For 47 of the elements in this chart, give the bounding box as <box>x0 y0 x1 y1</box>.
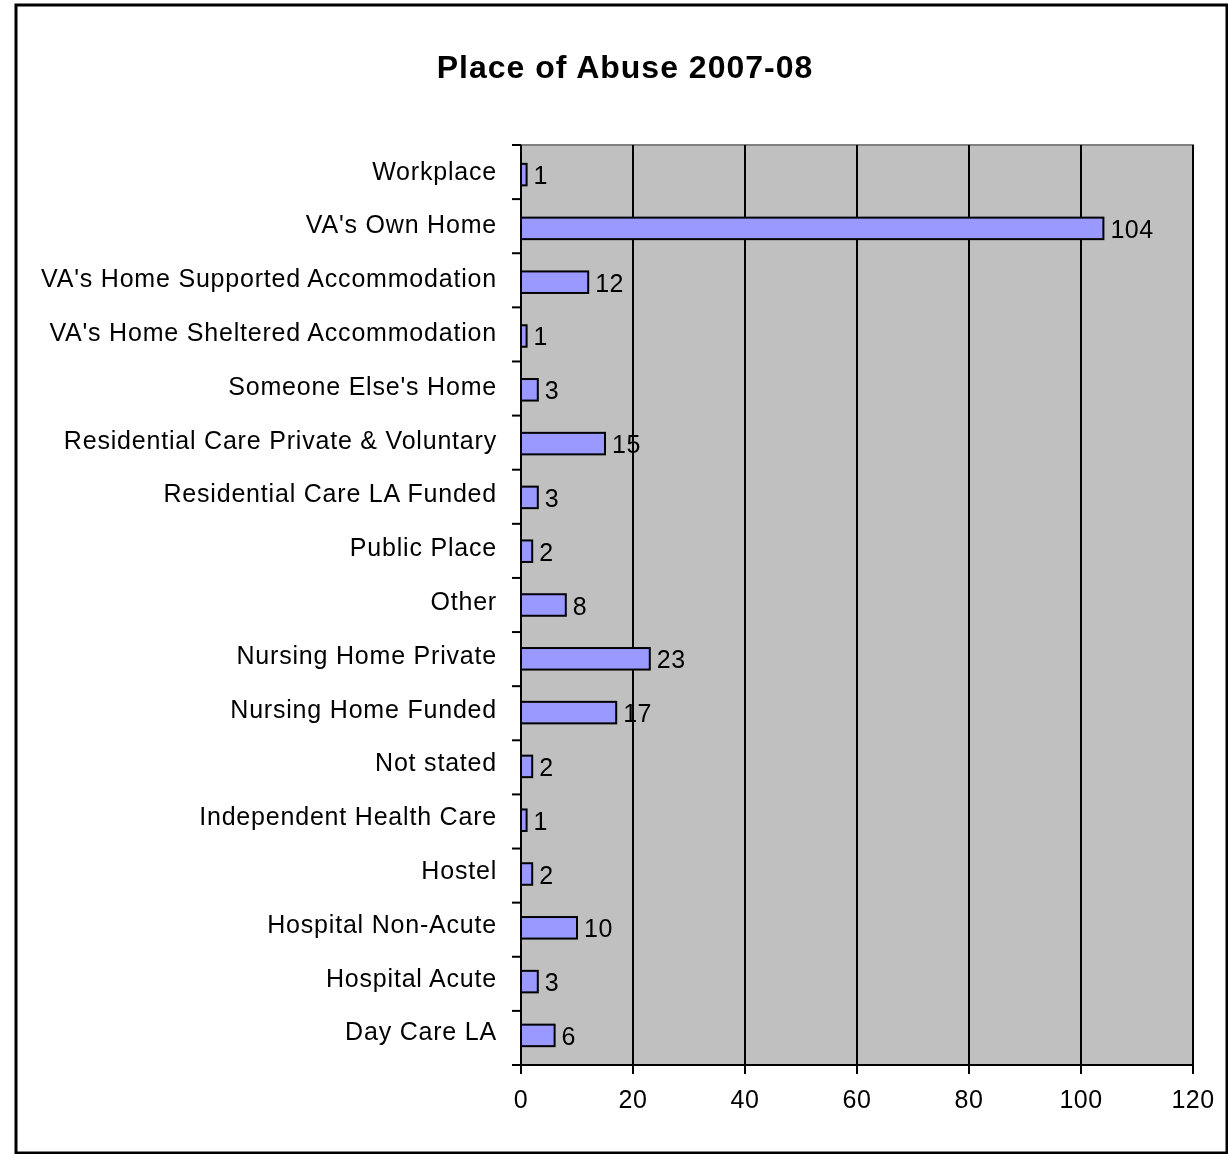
x-tick-label: 120 <box>1171 1085 1215 1113</box>
data-label: 2 <box>539 860 554 889</box>
y-tick-label: VA's Home Sheltered Accommodation <box>49 317 497 346</box>
x-tick-label: 60 <box>842 1085 872 1113</box>
x-tick-label: 40 <box>730 1085 760 1113</box>
x-tick-label: 80 <box>954 1085 984 1113</box>
y-tick-label: Workplace <box>372 156 497 185</box>
bar <box>520 378 539 402</box>
data-label: 6 <box>561 1021 577 1050</box>
data-label: 10 <box>584 914 613 943</box>
data-label: 2 <box>539 752 554 781</box>
data-label: 3 <box>544 968 560 997</box>
data-label: 12 <box>595 268 625 297</box>
bar <box>520 593 567 617</box>
data-label: 23 <box>656 645 686 674</box>
data-label: 8 <box>572 591 588 620</box>
bar <box>520 916 578 940</box>
chart-title: Place of Abuse 2007-08 <box>436 49 814 85</box>
y-tick-label: Nursing Home Funded <box>230 694 497 723</box>
y-tick-label: Not stated <box>375 748 497 777</box>
bar <box>520 431 606 456</box>
y-tick-label: VA's Own Home <box>305 210 497 239</box>
y-tick-label: Public Place <box>349 533 497 562</box>
data-label: 1 <box>533 322 549 351</box>
bar <box>520 270 590 294</box>
y-tick-label: Other <box>430 587 497 615</box>
y-tick-label: Residential Care Private & Voluntary <box>63 425 497 454</box>
data-label: 1 <box>533 161 549 190</box>
y-tick-label: Someone Else's Home <box>228 371 497 400</box>
y-tick-label: Residential Care LA Funded <box>163 479 497 508</box>
x-tick-label: 0 <box>513 1085 529 1113</box>
x-tick-label: 20 <box>618 1085 648 1113</box>
data-label: 2 <box>539 537 554 566</box>
y-tick-label: Day Care LA <box>345 1017 497 1046</box>
data-label: 3 <box>544 483 560 512</box>
y-tick-label: Nursing Home Private <box>236 640 497 669</box>
data-label: 104 <box>1110 214 1154 243</box>
y-tick-label: Hospital Non-Acute <box>267 909 497 938</box>
bar <box>520 1023 556 1048</box>
data-label: 1 <box>533 806 549 835</box>
bar <box>520 700 618 725</box>
y-tick-label: Independent Health Care <box>199 802 497 831</box>
data-label: 3 <box>544 376 560 405</box>
y-tick-label: Hostel <box>421 856 497 885</box>
y-tick-label: Hospital Acute <box>325 963 497 992</box>
y-tick-label: VA's Home Supported Accommodation <box>41 264 497 293</box>
x-tick-label: 100 <box>1059 1085 1103 1113</box>
